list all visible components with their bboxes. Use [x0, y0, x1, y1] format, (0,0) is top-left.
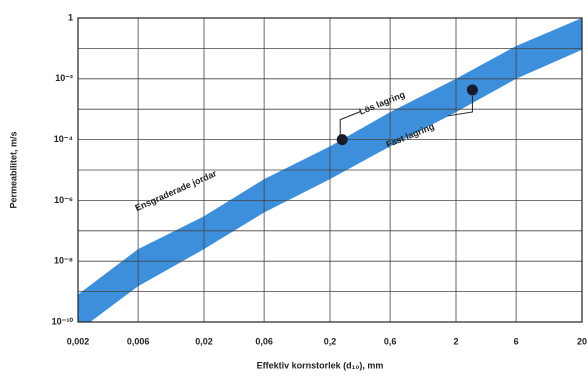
- x-tick-label: 0,02: [195, 336, 213, 346]
- leader-line: [447, 95, 473, 117]
- x-tick-label: 20: [577, 336, 587, 346]
- y-tick-label: 10⁻⁴: [54, 134, 73, 144]
- y-tick-label: 1: [68, 12, 73, 22]
- x-tick-label: 0,06: [255, 336, 273, 346]
- y-axis-title: Permeabilitet, m/s: [8, 131, 18, 208]
- x-tick-label: 0,6: [384, 336, 397, 346]
- x-tick-label: 0,002: [67, 336, 90, 346]
- band-label: Ensgraderade jordar: [134, 168, 219, 213]
- data-point: [336, 134, 348, 146]
- data-point: [466, 84, 478, 96]
- y-tick-label: 10⁻¹⁰: [52, 316, 74, 326]
- y-tick-label: 10⁻²: [55, 73, 73, 83]
- x-tick-label: 0,2: [324, 336, 337, 346]
- x-axis-title: Effektiv kornstorlek (d₁₀), mm: [257, 360, 384, 370]
- x-tick-label: 6: [514, 336, 519, 346]
- x-tick-label: 2: [453, 336, 458, 346]
- x-tick-label: 0,006: [127, 336, 150, 346]
- y-tick-label: 10⁻⁸: [54, 256, 73, 266]
- leader-line: [339, 111, 361, 136]
- y-tick-label: 10⁻⁶: [54, 195, 73, 205]
- plot-frame: [77, 17, 583, 323]
